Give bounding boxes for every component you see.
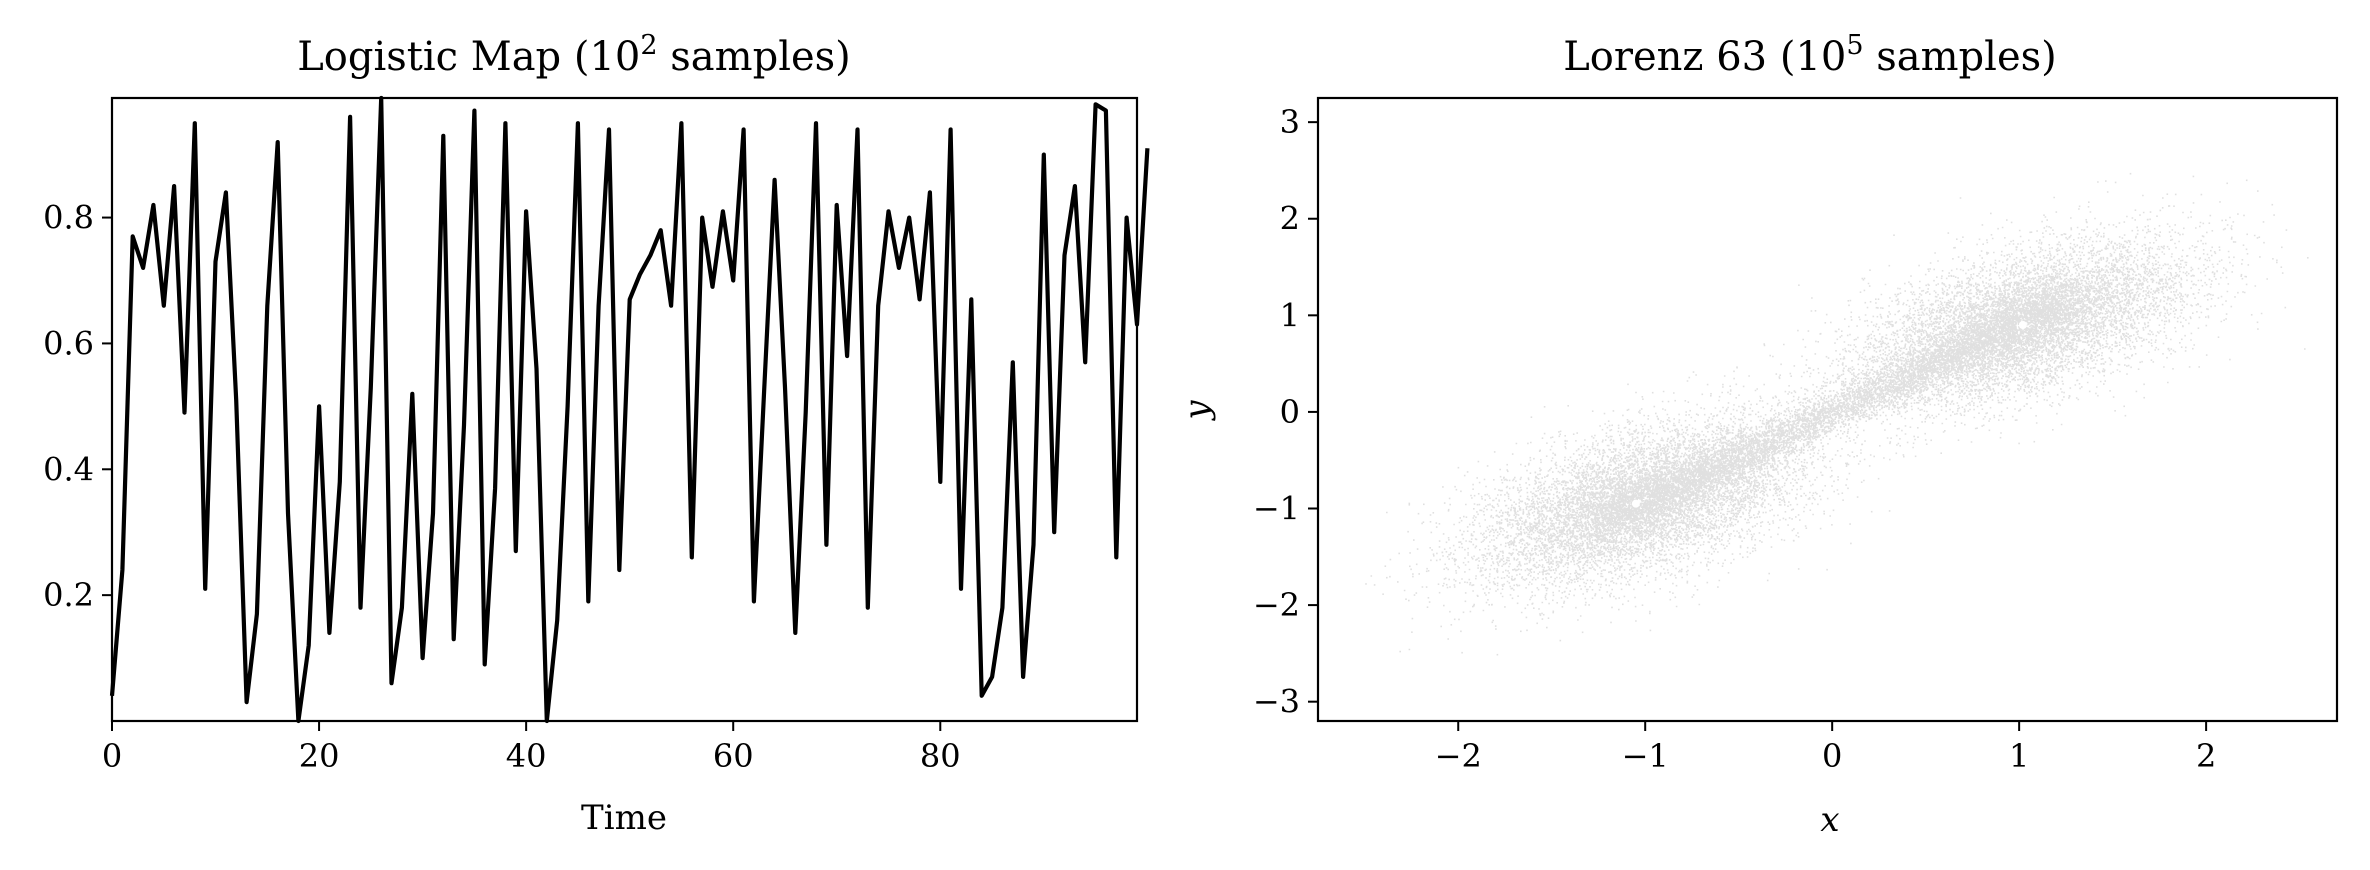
y-tick-label: −1 [1253, 490, 1300, 528]
y-tick-label: 0.8 [43, 199, 94, 237]
x-tick-label: −2 [1435, 737, 1482, 775]
lorenz-scatter-points [1365, 172, 2309, 656]
y-tick-label: −3 [1253, 683, 1300, 721]
x-tick-label: 60 [713, 737, 754, 775]
logistic-map-y-axis: 0.2 0.4 0.6 0.8 [43, 199, 112, 614]
logistic-map-plot-area [109, 95, 1150, 724]
x-tick-label: 2 [2196, 737, 2216, 775]
lorenz-y-label: y [1177, 400, 1217, 422]
logistic-map-title: Logistic Map (102 samples) [297, 30, 851, 80]
y-tick-label: 0.6 [43, 324, 94, 362]
logistic-map-x-axis: 0 20 40 60 80 [102, 721, 961, 775]
x-tick-label: 0 [102, 737, 122, 775]
y-tick-label: −2 [1253, 586, 1300, 624]
y-tick-label: 0.2 [43, 576, 94, 614]
x-tick-label: −1 [1622, 737, 1669, 775]
y-tick-label: 1 [1280, 296, 1300, 334]
logistic-map-x-label: Time [581, 798, 667, 838]
lorenz-x-label: x [1820, 800, 1839, 840]
fixed-point-marker [2018, 320, 2027, 329]
fixed-point-marker [1631, 499, 1640, 508]
x-tick-label: 20 [299, 737, 340, 775]
lorenz-x-axis: −2 −1 0 1 2 [1435, 721, 2216, 775]
y-tick-label: 2 [1280, 200, 1300, 238]
x-tick-label: 40 [506, 737, 547, 775]
lorenz-panel: Lorenz 63 (105 samples) −2 −1 0 1 2 −3 −2 −1 0 1… [1177, 30, 2339, 840]
logistic-map-series-line [109, 95, 1150, 724]
lorenz-y-axis: −3 −2 −1 0 1 2 3 [1253, 103, 1318, 721]
y-tick-label: 3 [1280, 103, 1300, 141]
y-tick-label: 0.4 [43, 450, 94, 488]
lorenz-scatter-area [1365, 172, 2309, 656]
lorenz-title: Lorenz 63 (105 samples) [1563, 30, 2057, 80]
lorenz-axes-frame [1316, 96, 2339, 723]
logistic-map-panel: Logistic Map (102 samples) 0 20 40 60 80 0.2… [43, 30, 1150, 838]
x-tick-label: 1 [2009, 737, 2029, 775]
x-tick-label: 0 [1822, 737, 1842, 775]
x-tick-label: 80 [920, 737, 961, 775]
logistic-map-axes-frame [110, 96, 1139, 723]
y-tick-label: 0 [1280, 393, 1300, 431]
